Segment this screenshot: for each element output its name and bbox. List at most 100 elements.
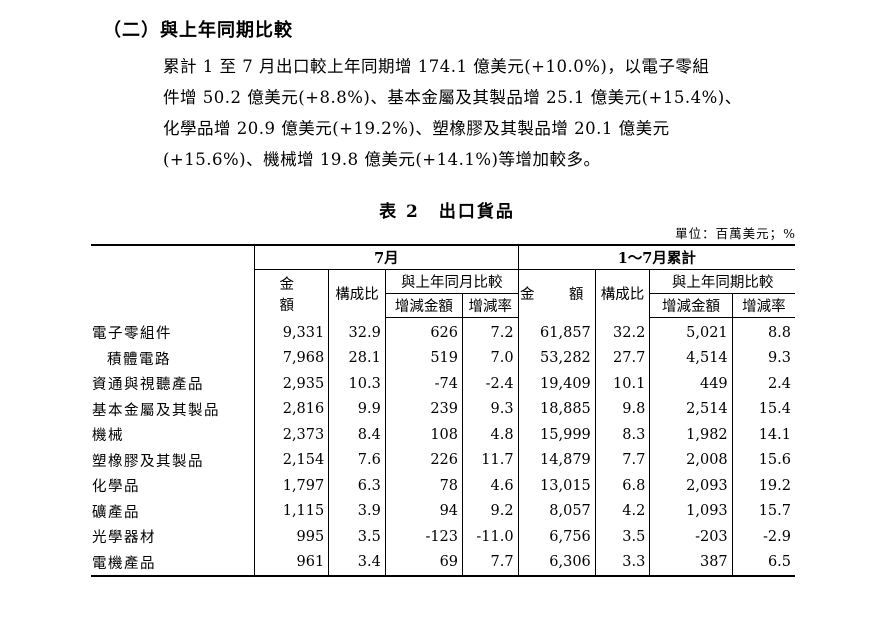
header-cum-change: 增減金額 xyxy=(649,293,733,318)
cell-m-rate: 11.7 xyxy=(462,447,519,473)
cell-c-rate: 19.2 xyxy=(731,473,795,499)
cell-c-chg: 5,021 xyxy=(649,317,733,346)
cell-m-chg: 94 xyxy=(384,498,463,524)
cell-c-share: 8.3 xyxy=(594,422,650,448)
cell-m-share: 8.4 xyxy=(328,422,386,448)
table-row: 基本金屬及其製品 2,816 9.9 239 9.3 18,885 9.8 2,514 15.4 xyxy=(91,396,795,422)
header-cum-yoy: 與上年同期比較 xyxy=(649,269,795,294)
cell-m-chg: -74 xyxy=(384,371,463,397)
cell-c-chg: 1,093 xyxy=(649,498,733,524)
header-cum-share: 構成比 xyxy=(594,269,650,318)
cell-c-rate: 15.4 xyxy=(731,396,795,422)
header-item-blank xyxy=(91,244,255,318)
cell-c-rate: 15.6 xyxy=(731,447,795,473)
paragraph-line: 累計 1 至 7 月出口較上年同期增 174.1 億美元(+10.0%)，以電子… xyxy=(163,57,710,76)
row-category-name: 礦產品 xyxy=(92,504,140,521)
cell-c-share: 27.7 xyxy=(594,345,650,371)
summary-paragraph: 累計 1 至 7 月出口較上年同期增 174.1 億美元(+10.0%)，以電子… xyxy=(163,51,795,175)
cell-m-share: 3.9 xyxy=(328,498,386,524)
cell-c-amt: 19,409 xyxy=(517,371,596,397)
cell-m-amt: 2,935 xyxy=(254,371,329,397)
cell-c-rate: 2.4 xyxy=(731,371,795,397)
paragraph-line: (+15.6%)、機械增 19.8 億美元(+14.1%)等增加較多。 xyxy=(163,150,601,169)
export-goods-table: 7月 1～7月累計 金 額 構成比 與上年同月比較 金 額 構成比 與上年同期比… xyxy=(91,244,795,577)
cell-m-share: 3.5 xyxy=(328,524,386,550)
cell-c-share: 3.5 xyxy=(594,524,650,550)
cell-m-share: 28.1 xyxy=(328,345,386,371)
cell-m-share: 10.3 xyxy=(328,371,386,397)
header-cum-amount: 金 額 xyxy=(517,269,596,318)
cell-m-chg: 108 xyxy=(384,422,463,448)
cell-c-rate: 8.8 xyxy=(731,317,795,346)
cell-m-amt: 1,115 xyxy=(254,498,329,524)
cell-c-chg: 4,514 xyxy=(649,345,733,371)
cell-m-share: 9.9 xyxy=(328,396,386,422)
cell-c-rate: 6.5 xyxy=(731,549,795,577)
cell-c-chg: 2,514 xyxy=(649,396,733,422)
cell-m-rate: 9.2 xyxy=(462,498,519,524)
cell-c-share: 4.2 xyxy=(594,498,650,524)
cell-m-amt: 2,154 xyxy=(254,447,329,473)
cell-c-amt: 13,015 xyxy=(517,473,596,499)
cell-c-amt: 61,857 xyxy=(517,317,596,346)
table-body: 電子零組件 9,331 32.9 626 7.2 61,857 32.2 5,021 8.8 積體… xyxy=(91,317,795,577)
table-row: 塑橡膠及其製品 2,154 7.6 226 11.7 14,879 7.7 2,008 15.6 xyxy=(91,447,795,473)
cell-m-amt: 2,816 xyxy=(254,396,329,422)
row-category-name: 積體電路 xyxy=(107,351,171,368)
table-row: 礦產品 1,115 3.9 94 9.2 8,057 4.2 1,093 15.7 xyxy=(91,498,795,524)
cell-c-share: 9.8 xyxy=(594,396,650,422)
table-row: 機械 2,373 8.4 108 4.8 15,999 8.3 1,982 14.1 xyxy=(91,422,795,448)
header-month-change: 增減金額 xyxy=(384,293,463,318)
section-heading: （二）與上年同期比較 xyxy=(103,20,293,41)
cell-c-amt: 14,879 xyxy=(517,447,596,473)
header-month-rate: 增減率 xyxy=(462,293,519,318)
cell-c-amt: 8,057 xyxy=(517,498,596,524)
cell-c-share: 7.7 xyxy=(594,447,650,473)
cell-m-amt: 961 xyxy=(254,549,329,577)
cell-m-chg: 226 xyxy=(384,447,463,473)
cell-c-chg: -203 xyxy=(649,524,733,550)
cell-c-share: 32.2 xyxy=(594,317,650,346)
table-row: 光學器材 995 3.5 -123 -11.0 6,756 3.5 -203 -2.9 xyxy=(91,524,795,550)
table-row: 電機產品 961 3.4 69 7.7 6,306 3.3 387 6.5 xyxy=(91,549,795,577)
row-category-name: 基本金屬及其製品 xyxy=(92,402,220,419)
header-month-group: 7月 xyxy=(254,244,519,270)
cell-m-chg: 69 xyxy=(384,549,463,577)
cell-m-chg: 626 xyxy=(384,317,463,346)
row-category-name: 電子零組件 xyxy=(92,326,172,342)
cell-m-amt: 2,373 xyxy=(254,422,329,448)
cell-c-chg: 2,008 xyxy=(649,447,733,473)
cell-m-share: 6.3 xyxy=(328,473,386,499)
paragraph-line: 件增 50.2 億美元(+8.8%)、基本金屬及其製品增 25.1 億美元(+1… xyxy=(163,88,742,107)
header-cum-rate: 增減率 xyxy=(731,293,795,318)
table-row: 積體電路 7,968 28.1 519 7.0 53,282 27.7 4,514 9.3 xyxy=(91,345,795,371)
cell-c-chg: 1,982 xyxy=(649,422,733,448)
cell-c-amt: 15,999 xyxy=(517,422,596,448)
cell-m-chg: 239 xyxy=(384,396,463,422)
cell-m-amt: 995 xyxy=(254,524,329,550)
cell-c-share: 6.8 xyxy=(594,473,650,499)
header-month-share: 構成比 xyxy=(328,269,386,318)
cell-c-rate: -2.9 xyxy=(731,524,795,550)
cell-m-chg: 78 xyxy=(384,473,463,499)
row-category-name: 機械 xyxy=(92,428,124,445)
table-unit: 單位：百萬美元；% xyxy=(675,226,796,241)
cell-m-rate: 7.0 xyxy=(462,345,519,371)
cell-m-rate: 4.6 xyxy=(462,473,519,499)
cell-m-share: 3.4 xyxy=(328,549,386,577)
cell-c-amt: 53,282 xyxy=(517,345,596,371)
cell-c-amt: 6,756 xyxy=(517,524,596,550)
cell-m-amt: 9,331 xyxy=(254,317,329,346)
table-row: 化學品 1,797 6.3 78 4.6 13,015 6.8 2,093 19.2 xyxy=(91,473,795,499)
header-cumulative-group: 1～7月累計 xyxy=(517,244,795,270)
cell-m-chg: 519 xyxy=(384,345,463,371)
cell-m-rate: 7.2 xyxy=(462,317,519,346)
cell-c-rate: 15.7 xyxy=(731,498,795,524)
cell-c-rate: 9.3 xyxy=(731,345,795,371)
header-month-amount: 金 額 xyxy=(254,269,329,318)
cell-m-rate: 7.7 xyxy=(462,549,519,577)
paragraph-line: 化學品增 20.9 億美元(+19.2%)、塑橡膠及其製品增 20.1 億美元 xyxy=(163,119,670,138)
cell-m-amt: 7,968 xyxy=(254,345,329,371)
row-category-name: 塑橡膠及其製品 xyxy=(92,453,204,470)
cell-c-chg: 2,093 xyxy=(649,473,733,499)
